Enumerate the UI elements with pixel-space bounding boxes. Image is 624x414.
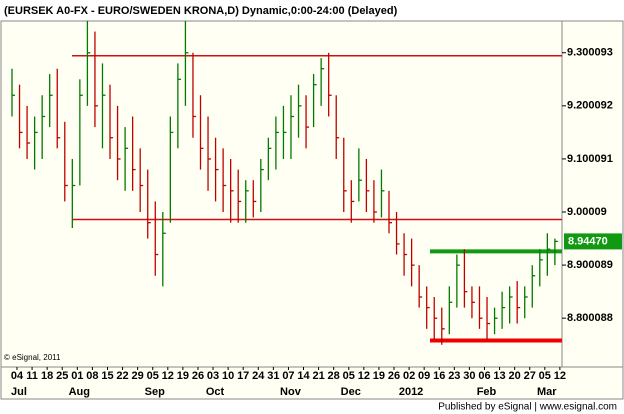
x-tick-label: 13 (493, 370, 505, 382)
month-label: Mar (537, 386, 557, 398)
x-tick-label: 23 (448, 370, 460, 382)
x-tick-label: 24 (252, 370, 265, 382)
chart-title: (EURSEK A0-FX - EURO/SWEDEN KRONA,D) Dyn… (4, 5, 398, 17)
x-tick-label: 31 (267, 370, 279, 382)
x-tick-label: 03 (207, 370, 219, 382)
x-tick-label: 25 (56, 370, 68, 382)
x-tick-label: 05 (147, 370, 159, 382)
month-label: Oct (206, 386, 225, 398)
x-tick-label: 05 (539, 370, 551, 382)
x-tick-label: 10 (222, 370, 234, 382)
y-tick-label: 8.900089 (567, 259, 613, 271)
x-tick-label: 12 (554, 370, 566, 382)
x-tick-label: 26 (192, 370, 204, 382)
x-tick-label: 20 (509, 370, 521, 382)
x-tick-label: 15 (101, 370, 113, 382)
plot-area (0, 20, 563, 368)
x-tick-label: 02 (403, 370, 415, 382)
x-tick-label: 11 (26, 370, 38, 382)
copyright: © eSignal, 2011 (4, 353, 61, 362)
x-tick-label: 12 (358, 370, 370, 382)
x-tick-label: 01 (71, 370, 83, 382)
month-label: Aug (69, 386, 90, 398)
x-tick-label: 26 (388, 370, 400, 382)
x-tick-label: 08 (86, 370, 98, 382)
x-tick-label: 14 (297, 370, 310, 382)
x-tick-label: 28 (328, 370, 340, 382)
y-tick-label: 9.00009 (567, 206, 607, 218)
month-label: Sep (145, 386, 165, 398)
month-label: Jul (11, 386, 27, 398)
x-tick-label: 16 (433, 370, 445, 382)
x-tick-label: 27 (524, 370, 536, 382)
y-tick-label: 8.800088 (567, 312, 613, 324)
month-label: Nov (280, 386, 302, 398)
last-price-label: 8.94470 (568, 235, 608, 247)
x-tick-label: 17 (237, 370, 249, 382)
time-axis (0, 366, 624, 400)
x-tick-label: 06 (478, 370, 490, 382)
month-label: 2012 (399, 386, 423, 398)
x-tick-label: 21 (312, 370, 324, 382)
footer: Published by eSignal | www.esignal.com (438, 402, 617, 413)
x-tick-label: 12 (162, 370, 174, 382)
x-tick-label: 29 (132, 370, 144, 382)
x-tick-label: 18 (41, 370, 53, 382)
price-axis (561, 20, 624, 368)
x-tick-label: 30 (463, 370, 475, 382)
x-tick-label: 22 (116, 370, 128, 382)
y-tick-label: 9.200092 (567, 100, 613, 112)
month-label: Feb (477, 386, 497, 398)
x-tick-label: 19 (373, 370, 385, 382)
x-tick-label: 04 (11, 370, 24, 382)
x-tick-label: 09 (418, 370, 430, 382)
y-tick-label: 9.100091 (567, 153, 613, 165)
x-tick-label: 05 (343, 370, 355, 382)
month-label: Dec (341, 386, 361, 398)
last-price-box (564, 233, 622, 250)
x-tick-label: 07 (282, 370, 294, 382)
y-tick-label: 9.300093 (567, 47, 613, 59)
x-tick-label: 19 (177, 370, 189, 382)
